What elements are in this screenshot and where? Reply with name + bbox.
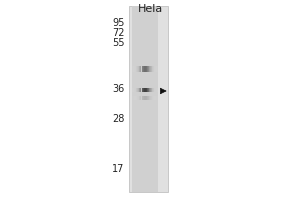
Bar [146,66,147,72]
Bar [157,96,158,100]
Bar [132,96,133,100]
Bar [150,88,151,92]
Bar [158,66,159,72]
Bar [148,66,149,72]
Bar [149,88,150,92]
Bar [155,66,156,72]
Bar [133,88,134,92]
Bar [137,96,138,100]
Bar [149,66,150,72]
Bar [129,6,168,192]
Bar [143,88,144,92]
Bar [143,96,144,100]
Bar [133,66,134,72]
Bar [153,88,154,92]
Bar [131,88,132,92]
Text: 17: 17 [112,164,124,174]
Bar [144,88,145,92]
Bar [141,66,142,72]
Bar [153,96,154,100]
Bar [133,96,134,100]
Bar [140,88,141,92]
Bar [143,66,144,72]
Bar [148,88,149,92]
Bar [141,88,142,92]
Bar [152,96,153,100]
Bar [157,66,158,72]
Bar [153,66,154,72]
Bar [150,96,151,100]
Bar [152,88,153,92]
Bar [147,96,148,100]
Bar [151,96,152,100]
Bar [142,96,143,100]
Bar [137,88,138,92]
Bar [137,66,138,72]
Bar [132,66,133,72]
Bar [156,66,157,72]
Bar [158,96,159,100]
Bar [145,88,146,92]
Bar [136,88,137,92]
Text: 28: 28 [112,114,124,124]
Bar [147,66,148,72]
Bar [146,88,147,92]
Bar [155,96,156,100]
Bar [149,96,150,100]
Bar [131,96,132,100]
Bar [136,96,137,100]
Text: 95: 95 [112,18,124,28]
Bar [156,88,157,92]
Bar [135,96,136,100]
Bar [136,66,137,72]
Bar [132,6,158,192]
Bar [131,66,132,72]
Text: 55: 55 [112,38,124,48]
Bar [159,66,160,72]
Bar [150,66,151,72]
Bar [134,88,135,92]
Bar [159,88,160,92]
Bar [144,66,145,72]
Bar [134,66,135,72]
Bar [148,96,149,100]
Text: 72: 72 [112,28,124,38]
Bar [158,88,159,92]
Bar [156,96,157,100]
Text: 36: 36 [112,84,124,94]
Bar [138,96,139,100]
Bar [146,96,147,100]
Bar [154,66,155,72]
Bar [138,66,139,72]
Bar [144,96,145,100]
Bar [157,88,158,92]
Bar [154,96,155,100]
Text: Hela: Hela [138,4,164,14]
Bar [147,88,148,92]
Bar [135,66,136,72]
Bar [155,88,156,92]
Bar [152,66,153,72]
Bar [142,88,143,92]
Bar [140,66,141,72]
Bar [135,88,136,92]
Bar [132,88,133,92]
Bar [142,66,143,72]
Bar [159,96,160,100]
Bar [151,66,152,72]
Bar [141,96,142,100]
Bar [140,96,141,100]
Bar [134,96,135,100]
Bar [151,88,152,92]
Bar [138,88,139,92]
Bar [145,66,146,72]
Bar [145,96,146,100]
Bar [154,88,155,92]
